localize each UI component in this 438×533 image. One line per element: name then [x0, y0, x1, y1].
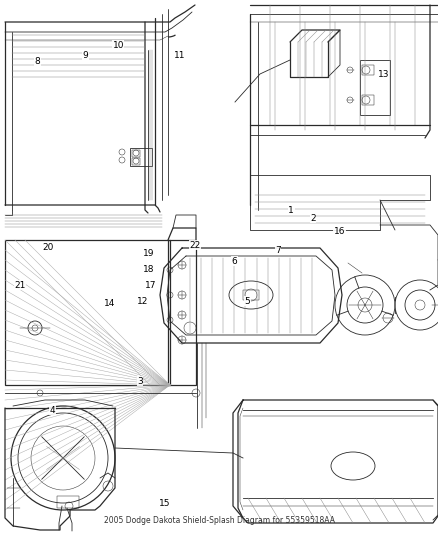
Text: 10: 10: [113, 41, 124, 50]
Bar: [362, 65, 374, 75]
Bar: [362, 95, 374, 105]
Text: 14: 14: [104, 300, 115, 308]
Text: 2005 Dodge Dakota Shield-Splash Diagram for 55359518AA: 2005 Dodge Dakota Shield-Splash Diagram …: [103, 516, 335, 525]
Text: 1: 1: [288, 206, 294, 215]
Bar: [132, 150, 140, 157]
Text: 17: 17: [145, 281, 157, 289]
Text: 11: 11: [174, 52, 185, 60]
Text: 19: 19: [143, 249, 155, 257]
Text: 20: 20: [42, 244, 54, 252]
Text: 8: 8: [34, 57, 40, 66]
Text: 7: 7: [275, 246, 281, 255]
Text: 6: 6: [231, 257, 237, 265]
Text: 21: 21: [14, 281, 25, 289]
Bar: [360, 60, 390, 115]
Bar: [57, 496, 79, 508]
Bar: [132, 158, 140, 165]
Text: 3: 3: [137, 377, 143, 385]
Bar: [5, 240, 170, 385]
Text: 2: 2: [311, 214, 316, 223]
Text: 4: 4: [50, 406, 55, 415]
Text: 15: 15: [159, 499, 170, 508]
Bar: [168, 240, 196, 385]
Text: 9: 9: [82, 52, 88, 60]
Bar: [130, 148, 152, 166]
Text: 18: 18: [143, 265, 155, 273]
Text: 22: 22: [189, 241, 201, 249]
Text: 13: 13: [378, 70, 389, 79]
Text: 16: 16: [334, 228, 345, 236]
Text: 5: 5: [244, 297, 251, 305]
Text: 12: 12: [137, 297, 148, 305]
Bar: [243, 290, 259, 300]
